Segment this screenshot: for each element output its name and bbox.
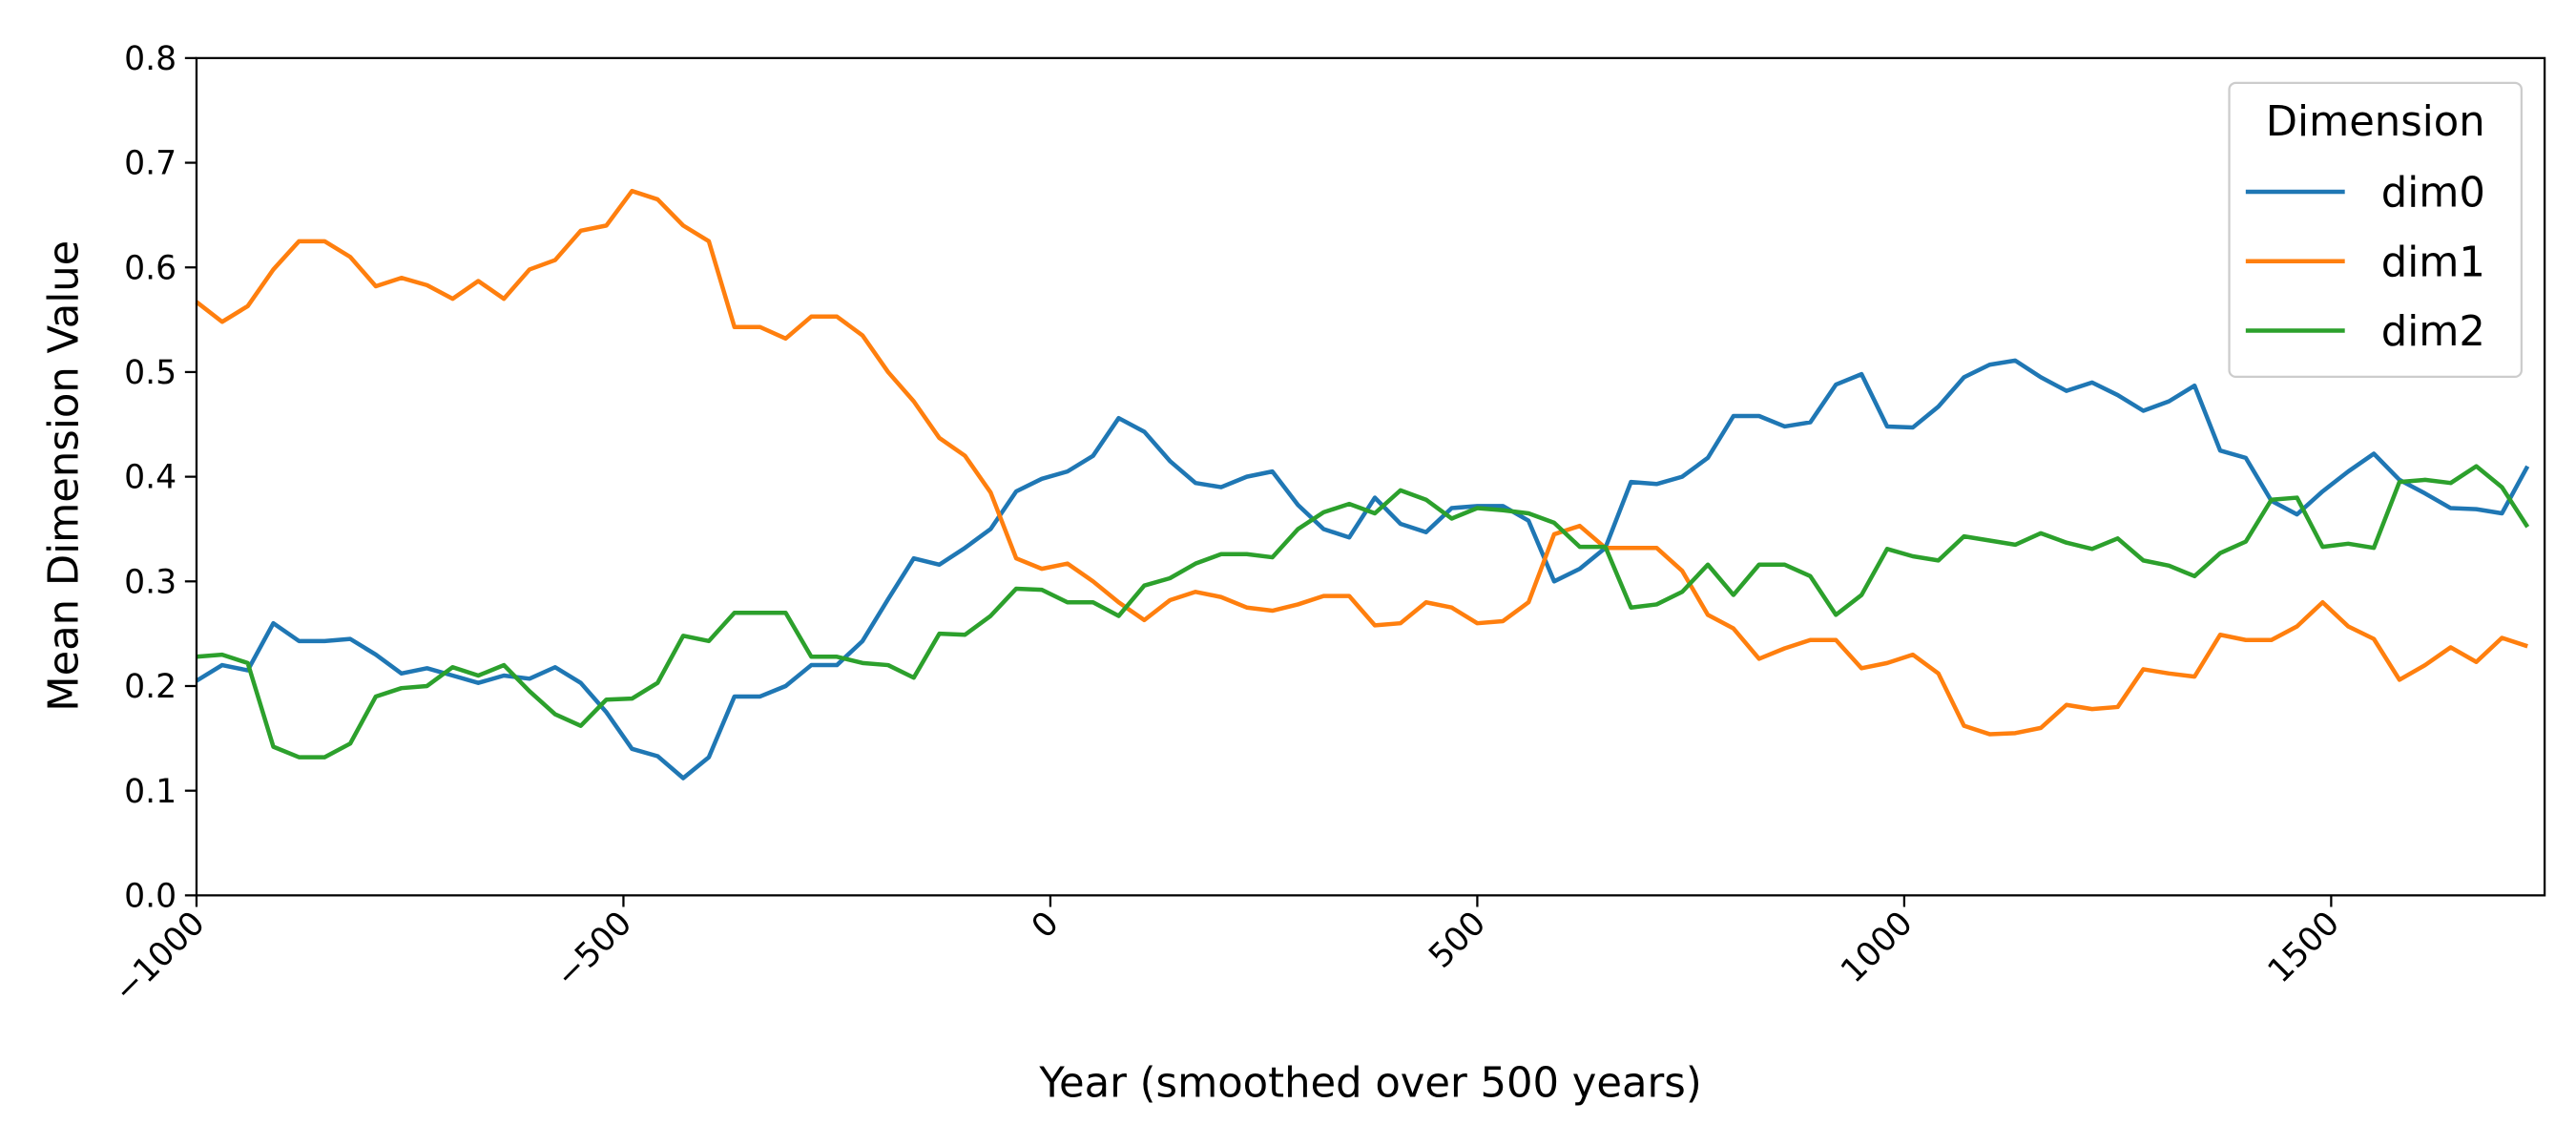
x-tick-label: −500 (549, 905, 640, 996)
y-tick-label: 0.8 (124, 40, 177, 78)
axes-frame (195, 56, 2546, 897)
legend: Dimension dim0 dim1 dim2 (2228, 81, 2524, 379)
x-tick-label: 1500 (2261, 905, 2348, 991)
y-tick-label: 0.3 (124, 563, 177, 601)
x-tick-label: 0 (1025, 905, 1067, 947)
y-tick-label: 0.0 (124, 877, 177, 915)
line-series (196, 464, 2530, 760)
legend-label: dim0 (2381, 170, 2485, 218)
line-series (195, 358, 2530, 781)
y-tick-label: 0.2 (124, 668, 177, 706)
y-tick-label: 0.5 (124, 354, 177, 392)
y-axis-label: Mean Dimension Value (40, 240, 88, 712)
legend-title: Dimension (2266, 98, 2485, 146)
x-tick-label: 500 (1422, 905, 1493, 976)
y-tick-label: 0.1 (124, 773, 177, 811)
x-axis-label: Year (smoothed over 500 years) (1038, 1060, 1701, 1108)
line-series (195, 188, 2528, 737)
y-tick-label: 0.7 (124, 145, 177, 183)
x-tick-label: 1000 (1834, 905, 1921, 991)
y-tick-label: 0.6 (124, 249, 177, 287)
legend-label: dim2 (2381, 308, 2485, 356)
x-tick-label: −1000 (107, 905, 213, 1010)
legend-box (2228, 81, 2524, 379)
legend-label: dim1 (2381, 239, 2485, 286)
y-tick-label: 0.4 (124, 459, 177, 497)
